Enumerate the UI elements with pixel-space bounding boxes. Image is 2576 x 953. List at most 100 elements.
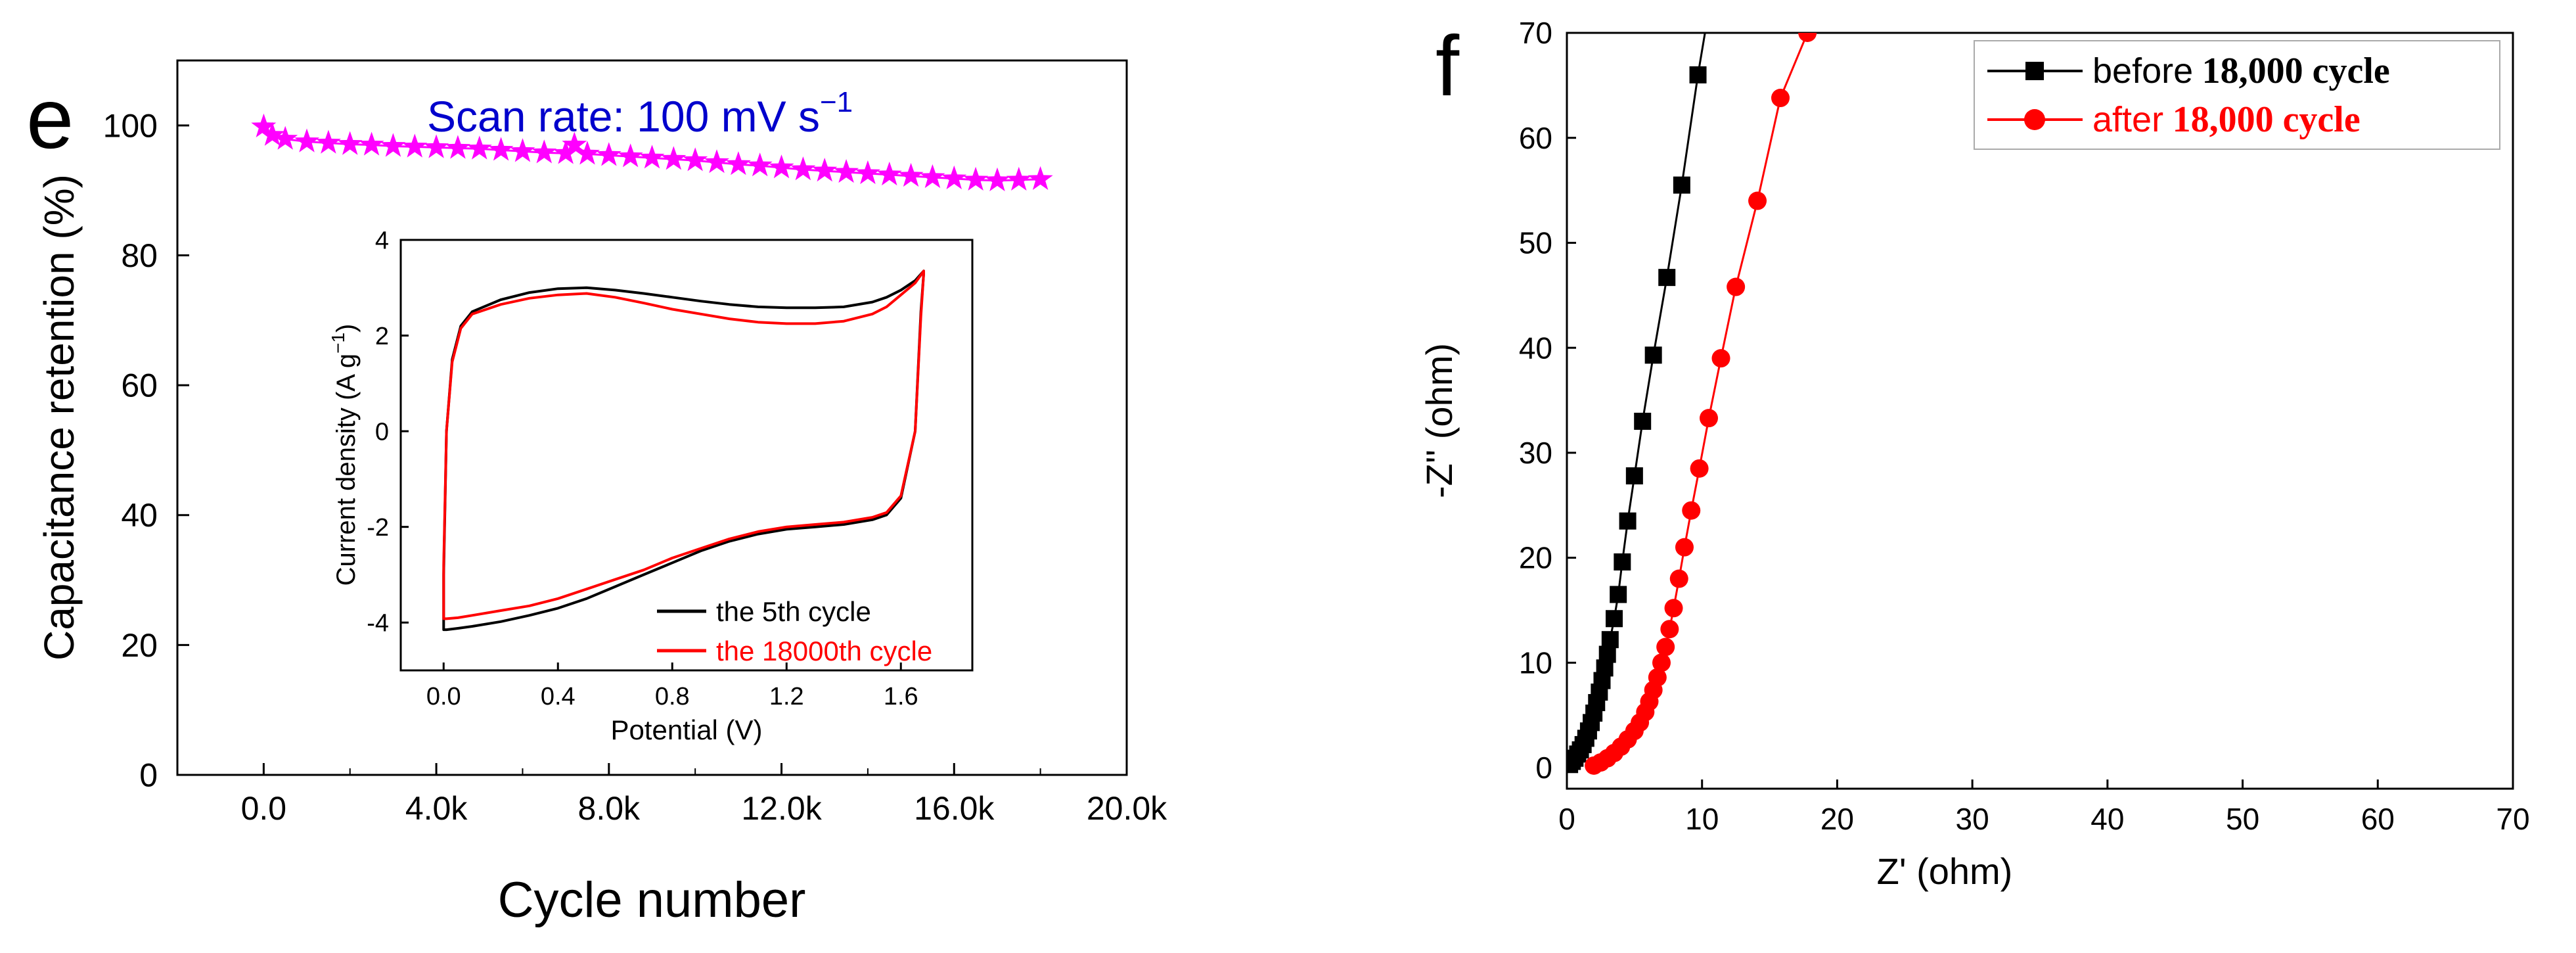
nyquist-point-after: [1648, 668, 1667, 687]
inset-y-label-close: ): [332, 324, 361, 333]
legend-marker-after: [2024, 109, 2045, 130]
x-axis-label-f: Z' (ohm): [1877, 850, 2013, 892]
chart-e: e Scan rate: 100 mV s−1 0.0 4.0k 8.0k 12.0k…: [26, 59, 1168, 928]
inset-ticks: 0.0 0.4 0.8 1.2 1.6 -4 -2 0 2 4: [367, 227, 918, 710]
retention-point: [639, 145, 665, 169]
inset-legend: the 5th cycle the 18000th cycle: [657, 596, 932, 666]
f-y-tick-label: 20: [1519, 541, 1552, 575]
nyquist-point-after: [1690, 459, 1709, 478]
retention-point: [510, 138, 535, 162]
retention-point: [855, 160, 880, 185]
inset-y-label-text: Current density (A g: [332, 354, 361, 586]
retention-point: [1028, 166, 1053, 190]
e-x-tick-label: 16.0k: [914, 790, 995, 827]
nyquist-point-before: [1673, 176, 1690, 194]
nyquist-line-after: [1593, 33, 1809, 767]
inset-y-axis-label: Current density (A g−1): [328, 324, 361, 586]
nyquist-point-after: [1727, 277, 1746, 296]
retention-point: [704, 149, 729, 174]
inset-x-tick-label: 1.6: [884, 683, 918, 710]
legend-before-space: [2193, 51, 2202, 91]
retention-point: [488, 137, 514, 161]
cv-curve-18000th: [442, 269, 925, 620]
retention-point: [769, 154, 794, 179]
inset-legend-label-5th: the 5th cycle: [716, 596, 871, 627]
chart-f: f 0 10 20 30 40 50 60 70 0 10 20 30 40 50 60 70 Z' (ohm…: [1418, 16, 2530, 892]
f-ticks: 0 10 20 30 40 50 60 70 0 10 20 30 40 50 60 70: [1519, 16, 2530, 836]
retention-point: [618, 143, 643, 168]
x-axis-label-e: Cycle number: [498, 872, 806, 928]
f-y-tick-label: 60: [1519, 121, 1552, 155]
nyquist-point-after: [1652, 653, 1671, 672]
retention-point: [466, 135, 492, 160]
inset-y-tick-label: 0: [375, 418, 389, 446]
legend-f: before 18,000 cycle after 18,000 cycle: [1974, 40, 2500, 150]
inset-y-tick-label: 4: [375, 227, 389, 254]
inset-x-tick-label: 0.0: [426, 683, 461, 710]
f-x-tick-label: 70: [2496, 802, 2529, 836]
nyquist-point-before: [1598, 645, 1616, 663]
y-axis-label-f: -Z'' (ohm): [1418, 343, 1460, 498]
nyquist-point-after: [1711, 349, 1730, 368]
legend-before-word: before: [2092, 51, 2193, 91]
retention-point: [683, 147, 708, 172]
scan-rate-annotation: Scan rate: 100 mV s−1: [427, 86, 853, 141]
retention-point: [876, 161, 902, 186]
inset-y-tick-label: 2: [375, 323, 389, 350]
f-plot-area: [1567, 33, 1817, 775]
f-x-tick-label: 10: [1685, 802, 1719, 836]
retention-point: [337, 131, 363, 155]
retention-point: [920, 164, 945, 189]
panel-label-f: f: [1435, 18, 1460, 114]
legend-label-after: after 18,000 cycle: [2092, 99, 2361, 140]
f-x-tick-label: 40: [2090, 802, 2124, 836]
e-x-tick-label: 4.0k: [405, 790, 468, 827]
legend-after-space: [2163, 100, 2173, 139]
nyquist-point-after: [1748, 191, 1767, 210]
e-y-tick-label: 100: [103, 107, 158, 144]
inset-y-tick-label: -4: [367, 610, 389, 638]
retention-point: [402, 133, 428, 158]
retention-point: [562, 131, 587, 156]
f-marks: [1567, 33, 1817, 775]
f-y-tick-label: 30: [1519, 436, 1552, 470]
panel-label-e: e: [26, 70, 74, 166]
retention-point: [812, 158, 838, 182]
f-x-tick-label: 20: [1820, 802, 1854, 836]
legend-box-f: [1974, 40, 2500, 150]
retention-point: [725, 151, 751, 175]
inset-x-tick-label: 1.2: [769, 683, 804, 710]
retention-point: [553, 140, 579, 164]
scan-rate-exponent: −1: [820, 86, 853, 118]
nyquist-point-after: [1669, 569, 1688, 588]
f-y-tick-label: 50: [1519, 226, 1552, 260]
retention-point: [531, 139, 557, 164]
e-y-tick-label: 40: [121, 497, 158, 534]
inset-y-label-exponent: −1: [328, 333, 348, 354]
legend-marker-before: [2025, 62, 2044, 80]
retention-point: [251, 113, 277, 137]
retention-point: [941, 165, 967, 189]
f-y-tick-label: 0: [1535, 751, 1552, 785]
retention-point: [834, 159, 859, 183]
nyquist-point-after: [1682, 501, 1701, 520]
nyquist-point-before: [1644, 346, 1662, 364]
legend-after-cycle: 18,000 cycle: [2173, 99, 2361, 140]
nyquist-point-after: [1700, 409, 1718, 428]
f-x-tick-label: 30: [1956, 802, 1989, 836]
nyquist-point-before: [1619, 512, 1637, 530]
legend-before-cycle: 18,000 cycle: [2202, 51, 2390, 91]
retention-point: [984, 167, 1010, 191]
retention-point: [273, 126, 298, 150]
legend-label-before: before 18,000 cycle: [2092, 51, 2390, 91]
retention-point: [294, 128, 320, 152]
inset-x-tick-label: 0.4: [541, 683, 576, 710]
nyquist-point-before: [1606, 610, 1623, 628]
retention-point: [747, 152, 773, 177]
e-x-tick-label: 20.0k: [1087, 790, 1167, 827]
nyquist-point-before: [1625, 467, 1643, 485]
nyquist-point-after: [1675, 538, 1694, 557]
nyquist-point-after: [1771, 89, 1790, 108]
retention-point: [315, 129, 341, 154]
